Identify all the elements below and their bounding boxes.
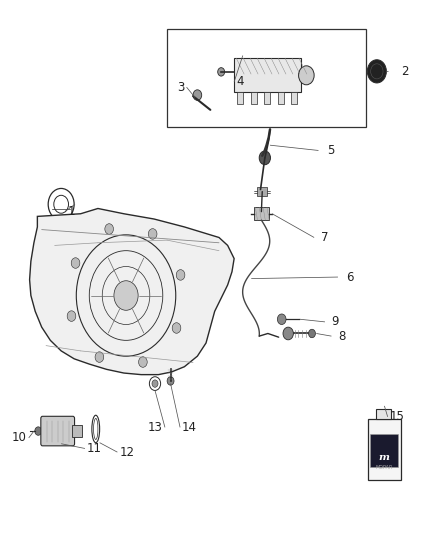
Circle shape: [138, 357, 147, 367]
Text: 15: 15: [390, 410, 405, 423]
Text: 5: 5: [327, 144, 335, 157]
Circle shape: [218, 68, 225, 76]
Bar: [237, 92, 243, 104]
Text: 13: 13: [148, 421, 163, 434]
Text: m: m: [379, 453, 390, 462]
Bar: [264, 92, 270, 104]
Circle shape: [172, 322, 181, 333]
Circle shape: [167, 377, 174, 385]
Text: 10: 10: [12, 431, 27, 445]
Text: 1: 1: [67, 205, 75, 217]
Text: 11: 11: [87, 442, 102, 455]
FancyBboxPatch shape: [41, 416, 74, 446]
Circle shape: [193, 90, 202, 100]
Bar: [371, 433, 399, 467]
Text: 9: 9: [332, 316, 339, 328]
Circle shape: [308, 329, 315, 338]
Bar: [251, 92, 257, 104]
Text: MOPAR: MOPAR: [376, 465, 393, 471]
FancyBboxPatch shape: [72, 425, 82, 437]
Circle shape: [71, 258, 80, 268]
Text: 12: 12: [120, 446, 134, 459]
Text: 8: 8: [338, 329, 345, 343]
Bar: [376, 408, 391, 419]
Bar: [234, 58, 301, 92]
Bar: [257, 188, 268, 196]
Circle shape: [95, 352, 104, 362]
Circle shape: [176, 270, 185, 280]
Circle shape: [114, 281, 138, 310]
Circle shape: [283, 327, 293, 340]
Bar: [167, 29, 366, 127]
Circle shape: [35, 427, 42, 435]
Text: 2: 2: [401, 65, 408, 78]
Text: 6: 6: [346, 271, 354, 284]
Circle shape: [277, 314, 286, 325]
Text: 4: 4: [236, 75, 244, 88]
Circle shape: [299, 66, 314, 85]
Circle shape: [367, 60, 386, 83]
Circle shape: [105, 224, 113, 235]
Bar: [368, 419, 401, 480]
Bar: [254, 207, 269, 220]
Circle shape: [259, 151, 270, 165]
Circle shape: [67, 311, 76, 321]
Text: 14: 14: [181, 421, 196, 434]
Text: 3: 3: [177, 80, 184, 94]
Circle shape: [148, 229, 157, 239]
Circle shape: [152, 380, 158, 387]
Text: 7: 7: [321, 231, 328, 244]
Bar: [291, 92, 297, 104]
Bar: [278, 92, 284, 104]
Polygon shape: [30, 208, 234, 375]
